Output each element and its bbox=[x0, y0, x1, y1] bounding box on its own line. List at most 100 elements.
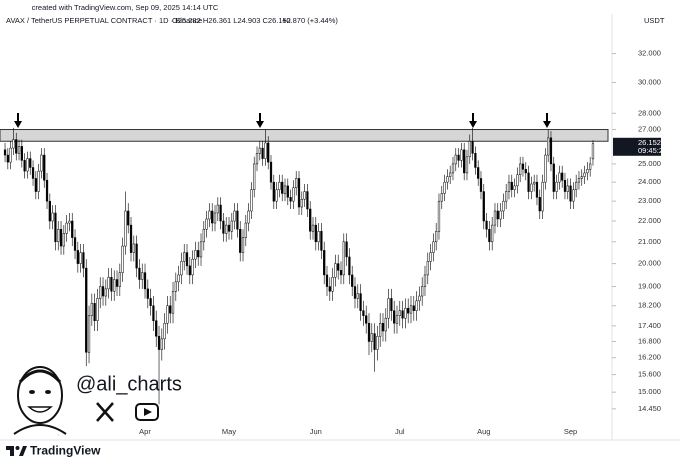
candle-body bbox=[485, 220, 488, 230]
candle-body bbox=[583, 172, 586, 177]
x-tick-label: Sep bbox=[564, 427, 577, 436]
candle-body bbox=[292, 187, 295, 202]
candle-body bbox=[591, 143, 595, 160]
candle-body bbox=[73, 237, 77, 251]
candle-body bbox=[351, 274, 354, 287]
x-icon bbox=[96, 402, 114, 422]
candle-body bbox=[205, 218, 208, 230]
candle-body bbox=[527, 172, 530, 192]
candle-body bbox=[79, 252, 82, 264]
arrows bbox=[14, 113, 551, 128]
logo-slash bbox=[19, 446, 27, 456]
candle-body bbox=[451, 163, 455, 174]
candle-body bbox=[258, 147, 261, 154]
candle-body bbox=[107, 276, 110, 290]
candle-body bbox=[580, 176, 583, 179]
candle-body bbox=[15, 139, 18, 154]
logo-mark bbox=[6, 446, 14, 456]
candle-body bbox=[286, 185, 289, 198]
y-tick-label: 15.000 bbox=[638, 387, 661, 396]
logo-text: TradingView bbox=[30, 444, 101, 458]
candle-body bbox=[530, 183, 533, 192]
candle-body bbox=[227, 224, 231, 232]
candle-body bbox=[342, 241, 345, 276]
countdown: 09:45:26 bbox=[638, 146, 667, 155]
candle-body bbox=[325, 274, 329, 287]
arrow bbox=[256, 113, 264, 128]
candle-body bbox=[31, 167, 35, 179]
candle-body bbox=[40, 154, 43, 172]
ohlc: O25.282 H26.361 L24.903 C26.152 bbox=[172, 16, 291, 25]
candle-body bbox=[311, 224, 315, 232]
candle-body bbox=[415, 300, 418, 311]
candle-body bbox=[465, 156, 469, 174]
last-price-label: 26.152 bbox=[638, 138, 661, 147]
candle-body bbox=[65, 222, 68, 234]
candle-body bbox=[432, 241, 435, 253]
candle-body bbox=[208, 210, 211, 220]
candle-body bbox=[113, 279, 116, 292]
candle-body bbox=[17, 146, 21, 154]
y-tick-label: 32.000 bbox=[638, 49, 661, 58]
candle-body bbox=[283, 185, 287, 194]
candle-body bbox=[339, 270, 343, 276]
shoulders bbox=[13, 424, 67, 435]
hair bbox=[18, 369, 62, 384]
candle-body bbox=[555, 181, 558, 192]
y-tick-label: 16.200 bbox=[638, 353, 661, 362]
x-tick-label: Aug bbox=[477, 427, 490, 436]
candle-body bbox=[45, 180, 49, 202]
candle-body bbox=[373, 333, 376, 350]
candle-body bbox=[513, 185, 516, 190]
y-tick-label: 15.600 bbox=[638, 370, 661, 379]
candle-body bbox=[34, 178, 37, 192]
candle-body bbox=[76, 250, 79, 264]
candle-body bbox=[157, 335, 161, 350]
y-tick-label: 25.000 bbox=[638, 159, 661, 168]
candle-body bbox=[185, 252, 189, 267]
y-tick-label: 30.000 bbox=[638, 77, 661, 86]
candle-body bbox=[454, 154, 457, 165]
currency: USDT bbox=[644, 16, 665, 25]
candle-body bbox=[409, 305, 413, 314]
candle-body bbox=[37, 170, 40, 192]
candle-body bbox=[421, 286, 424, 297]
candle-body bbox=[435, 231, 438, 243]
candle-body bbox=[29, 158, 32, 168]
candle-body bbox=[12, 139, 15, 149]
candle-body bbox=[379, 323, 382, 337]
candle-body bbox=[23, 160, 26, 172]
candle-body bbox=[129, 224, 133, 253]
candle-body bbox=[443, 181, 446, 194]
y-tick-label: 28.000 bbox=[638, 108, 661, 117]
candle-body bbox=[471, 141, 474, 154]
candle-body bbox=[225, 224, 228, 234]
candle-body bbox=[202, 228, 205, 243]
candle-body bbox=[101, 286, 105, 297]
y-tick-label: 17.400 bbox=[638, 321, 661, 330]
credit: created with TradingView.com, Sep 09, 20… bbox=[32, 3, 219, 12]
candle-body bbox=[320, 231, 323, 251]
candle-body bbox=[146, 288, 149, 299]
candle-body bbox=[51, 212, 54, 222]
candle-body bbox=[93, 303, 96, 321]
candle-body bbox=[544, 154, 547, 183]
y-tick-label: 21.000 bbox=[638, 237, 661, 246]
candle-body bbox=[169, 305, 172, 314]
candle-body bbox=[115, 279, 119, 287]
candle-body bbox=[177, 274, 180, 283]
candle-body bbox=[440, 193, 443, 202]
candle-body bbox=[491, 224, 494, 243]
candle-body bbox=[331, 276, 334, 292]
y-tick-label: 14.450 bbox=[638, 404, 661, 413]
y-tick-label: 16.800 bbox=[638, 336, 661, 345]
candle-body bbox=[267, 142, 270, 163]
candle-body bbox=[264, 142, 267, 159]
candle-body bbox=[43, 154, 46, 181]
candle-body bbox=[281, 181, 284, 194]
candle-body bbox=[191, 258, 194, 276]
y-tick-label: 23.000 bbox=[638, 196, 661, 205]
candle-body bbox=[345, 241, 348, 258]
youtube-icon bbox=[135, 403, 159, 421]
candle-body bbox=[199, 241, 203, 258]
